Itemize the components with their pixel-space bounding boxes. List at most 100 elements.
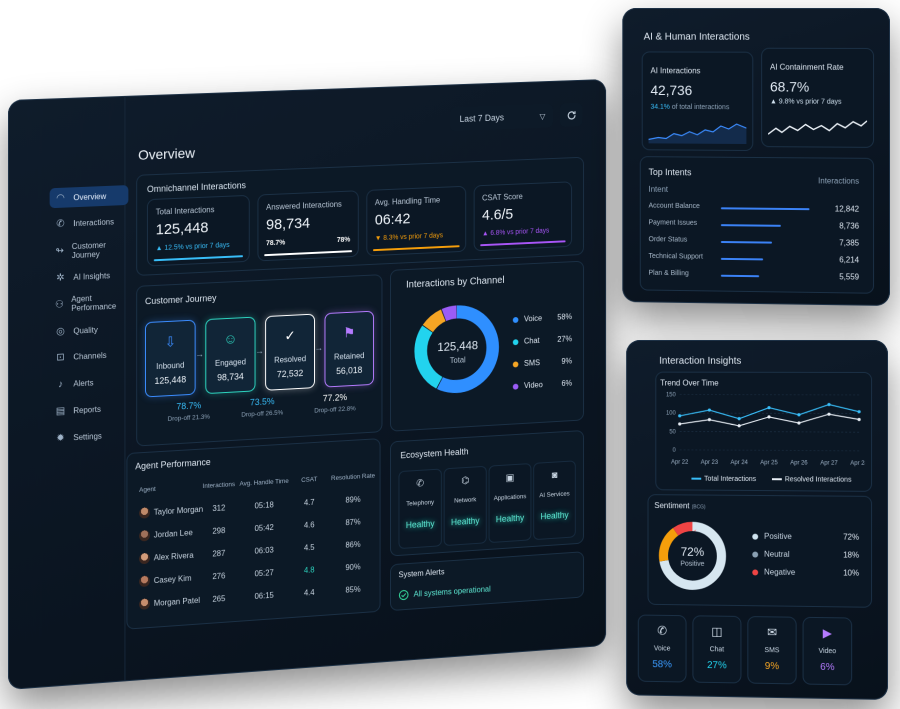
journey-dropoff: Drop-off 22.8%	[314, 405, 356, 415]
series-point	[737, 424, 741, 428]
journey-step-value: 98,734	[217, 371, 244, 383]
ai-interactions-card: AI Interactions 42,736 34.1% of total in…	[641, 51, 754, 152]
ai-containment-delta: ▲ 9.8% vs prior 7 days	[770, 98, 842, 106]
trend-legend-resolved: Resolved Interactions	[771, 476, 852, 484]
agent-performance-section: Agent Performance Agent Interactions Avg. …	[126, 438, 381, 630]
sidebar-item-interactions[interactable]: ✆ Interactions	[50, 212, 129, 235]
agent-performance-title: Agent Performance	[135, 456, 211, 472]
customer-journey-title: Customer Journey	[144, 292, 217, 307]
sidebar-item-label: Reports	[73, 404, 101, 416]
sidebar-item-ai-insights[interactable]: ✲ AI Insights	[50, 265, 129, 289]
legend-label-total: Total Interactions	[704, 475, 757, 484]
ecosystem-item-name: Telephony	[406, 499, 435, 508]
channel-tile-name: Voice	[653, 645, 671, 653]
journey-conversion-rate: 73.5%	[249, 396, 275, 408]
channel-tile-name: SMS	[764, 647, 780, 655]
ecosystem-title: Ecosystem Health	[400, 446, 469, 461]
user-icon: ☺	[223, 330, 238, 347]
sidebar-item-label: Alerts	[73, 378, 94, 389]
channel-tile-video[interactable]: ▶ Video 6%	[802, 616, 853, 686]
ecosystem-item-network[interactable]: ⌬ Network Healthy	[443, 465, 487, 547]
kpi-value: 98,734	[266, 214, 311, 234]
refresh-button[interactable]	[560, 102, 583, 127]
journey-step-label: Resolved	[274, 354, 307, 365]
phone-icon: ✆	[657, 623, 668, 638]
kpi-underline	[153, 255, 244, 262]
sidebar-item-overview[interactable]: ◠ Overview	[49, 185, 129, 209]
table-cell: 86%	[345, 539, 361, 550]
intent-name: Technical Support	[648, 253, 703, 261]
table-cell: 4.7	[303, 497, 315, 508]
date-range-value: Last 7 Days	[459, 112, 505, 124]
kpi-value: 4.6/5	[482, 206, 514, 224]
intents-col-right: Interactions	[818, 176, 860, 186]
kpi-delta: ▲ 12.5% vs prior 7 days	[155, 242, 230, 253]
channel-tile-name: Video	[818, 647, 837, 656]
channel-tile-voice[interactable]: ✆ Voice 58%	[637, 614, 687, 683]
kpi-delta: ▲ 6.8% vs prior 7 days	[482, 227, 550, 238]
kpi-label: Total Interactions	[155, 205, 215, 217]
channel-tile-pct: 58%	[652, 659, 672, 671]
kpi-value: 06:42	[374, 210, 411, 229]
sidebar-item-alerts[interactable]: ♪ Alerts	[50, 371, 129, 395]
channel-legend-name: Chat	[523, 336, 540, 346]
kpi-delta: ▼ 8.3% vs prior 7 days	[374, 232, 444, 243]
video-icon: ▶	[822, 626, 832, 641]
grid-line	[680, 413, 859, 414]
insights-panel: Interaction Insights Trend Over Time 0 50…	[626, 340, 888, 700]
ecosystem-item-telephony[interactable]: ✆ Telephony Healthy	[398, 468, 442, 550]
journey-step-resolved[interactable]: ✓ Resolved 72,532	[265, 313, 315, 391]
kpi-label: Avg. Handling Time	[374, 195, 441, 208]
series-point	[737, 417, 741, 421]
journey-step-label: Engaged	[214, 357, 246, 368]
date-range-select[interactable]: Last 7 Days ▽	[450, 104, 553, 132]
grid-line	[680, 450, 859, 451]
legend-label-resolved: Resolved Interactions	[784, 476, 852, 484]
channel-tile-chat[interactable]: ◫ Chat 27%	[692, 615, 742, 684]
channel-legend-name: SMS	[523, 358, 541, 368]
insights-title: Interaction Insights	[659, 355, 742, 367]
route-icon: ↬	[55, 245, 64, 257]
x-tick-label: Apr 24	[730, 460, 748, 466]
sidebar-item-channels[interactable]: ⊡ Channels	[50, 345, 129, 369]
trend-card: Trend Over Time 0 50 100 150 Apr 22 Apr 23 Apr…	[655, 371, 873, 492]
sidebar-item-settings[interactable]: ✹ Settings	[50, 424, 129, 448]
journey-step-inbound[interactable]: ⇩ Inbound 125,448	[144, 319, 196, 398]
ecosystem-item-ai-services[interactable]: ◙ AI Services Healthy	[533, 460, 576, 541]
x-tick-label: Apr 25	[760, 460, 778, 466]
intent-bar	[720, 257, 764, 261]
channel-legend-pct: 58%	[557, 312, 573, 322]
sidebar-item-customer-journey[interactable]: ↬ Customer Journey	[50, 238, 129, 261]
sentiment-center-label: Positive	[680, 560, 705, 568]
x-tick-label: Apr 27	[820, 461, 837, 467]
avatar	[139, 552, 150, 565]
trend-legend-total: Total Interactions	[691, 476, 756, 483]
main-dashboard-panel: ◠ Overview ✆ Interactions ↬ Customer Journey ✲…	[8, 78, 607, 691]
ecosystem-item-applications[interactable]: ▣ Applications Healthy	[488, 463, 532, 544]
sidebar-item-agent-performance[interactable]: ⚇ Agent Performance	[50, 291, 129, 315]
table-cell: 4.8	[303, 565, 315, 575]
sidebar-item-reports[interactable]: ▤ Reports	[50, 398, 129, 422]
sidebar: ◠ Overview ✆ Interactions ↬ Customer Journey ✲…	[8, 95, 129, 691]
fingerprint-icon: ◎	[56, 325, 65, 338]
system-alerts-section: System Alerts All systems operational	[390, 551, 585, 612]
table-cell: 05:27	[254, 568, 274, 579]
journey-step-engaged[interactable]: ☺ Engaged 98,734	[205, 316, 256, 395]
avatar	[139, 507, 150, 519]
table-cell: 06:03	[254, 545, 274, 556]
table-cell: 85%	[345, 584, 361, 595]
kpi-value: 125,448	[155, 219, 209, 239]
headset-icon: ◠	[56, 192, 65, 204]
arrow-right-icon: →	[195, 348, 204, 360]
system-alerts-title: System Alerts	[398, 567, 445, 580]
table-cell: 4.6	[303, 520, 315, 530]
series-point	[857, 410, 861, 414]
journey-step-retained[interactable]: ⚑ Retained 56,018	[324, 310, 374, 388]
channel-tile-sms[interactable]: ✉ SMS 9%	[747, 616, 797, 685]
channel-section: Interactions by Channel 125,448 Total Vo…	[390, 260, 585, 432]
kpi-pct-left: 78.7%	[266, 239, 286, 248]
sidebar-item-quality[interactable]: ◎ Quality	[50, 318, 129, 342]
table-header: Resolution Rate	[331, 472, 375, 483]
sidebar-item-label: AI Insights	[73, 271, 111, 282]
legend-swatch-resolved	[771, 478, 782, 481]
